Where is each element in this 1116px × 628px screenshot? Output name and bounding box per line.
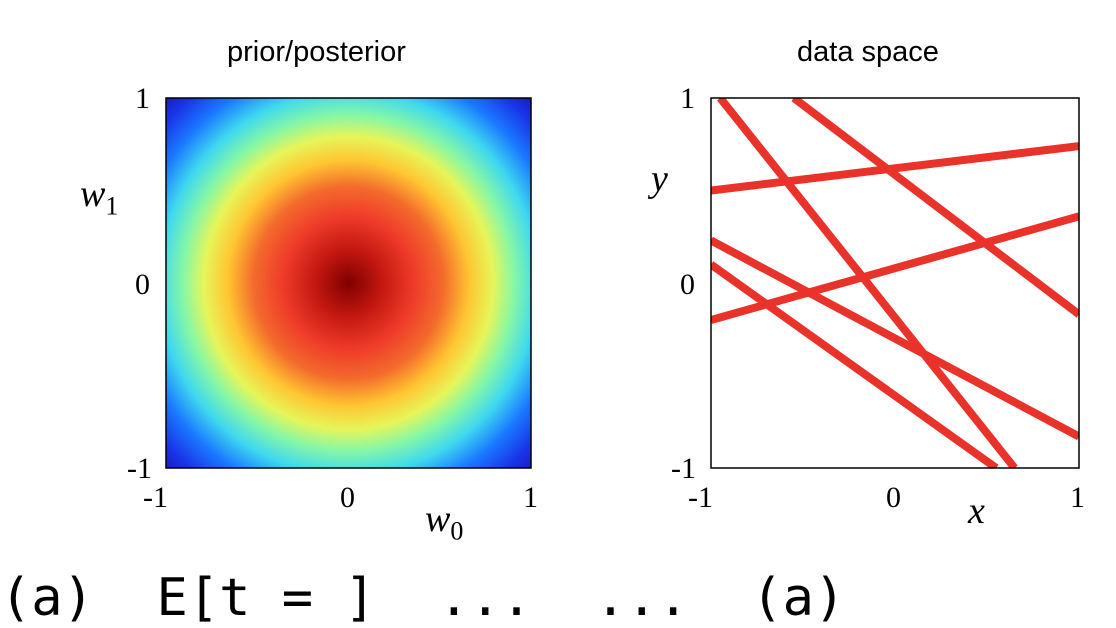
right-xtick-left: -1	[688, 481, 713, 514]
sample-line-1	[717, 98, 1018, 468]
left-xtick-mid: 0	[340, 481, 355, 514]
left-xlabel-sub: 0	[450, 516, 464, 546]
right-ytick-mid: 0	[680, 268, 695, 301]
left-xlabel-text: w	[425, 498, 451, 540]
right-xtick-right: 1	[1070, 481, 1085, 514]
right-xtick-mid: 0	[886, 481, 901, 514]
left-ylabel: w1	[80, 175, 118, 220]
left-chart-title: prior/posterior	[227, 36, 406, 68]
right-chart-title: data space	[797, 36, 939, 68]
left-ytick-top: 1	[135, 82, 150, 115]
data-space-frame	[710, 97, 1080, 469]
right-ytick-top: 1	[680, 82, 695, 115]
left-ylabel-sub: 1	[105, 191, 119, 221]
heatmap-surface	[166, 98, 531, 468]
right-xlabel: x	[968, 490, 985, 532]
left-xtick-left: -1	[143, 481, 168, 514]
right-ylabel: y	[651, 158, 668, 200]
sample-line-5	[711, 236, 1079, 441]
left-ytick-mid: 0	[135, 268, 150, 301]
right-ytick-bottom: -1	[671, 452, 696, 485]
data-space-lines	[711, 98, 1079, 468]
left-ytick-bottom: -1	[127, 452, 152, 485]
left-ylabel-text: w	[80, 173, 106, 215]
sample-line-2	[791, 98, 1079, 318]
sample-line-6	[711, 261, 999, 468]
left-xtick-right: 1	[523, 481, 538, 514]
figure-caption: (a) E[t = ] ... ... (a)	[0, 568, 846, 628]
sample-line-3	[711, 142, 1079, 195]
heatmap-frame	[165, 97, 532, 469]
sample-line-4	[711, 212, 1079, 324]
left-xlabel: w0	[425, 500, 463, 545]
